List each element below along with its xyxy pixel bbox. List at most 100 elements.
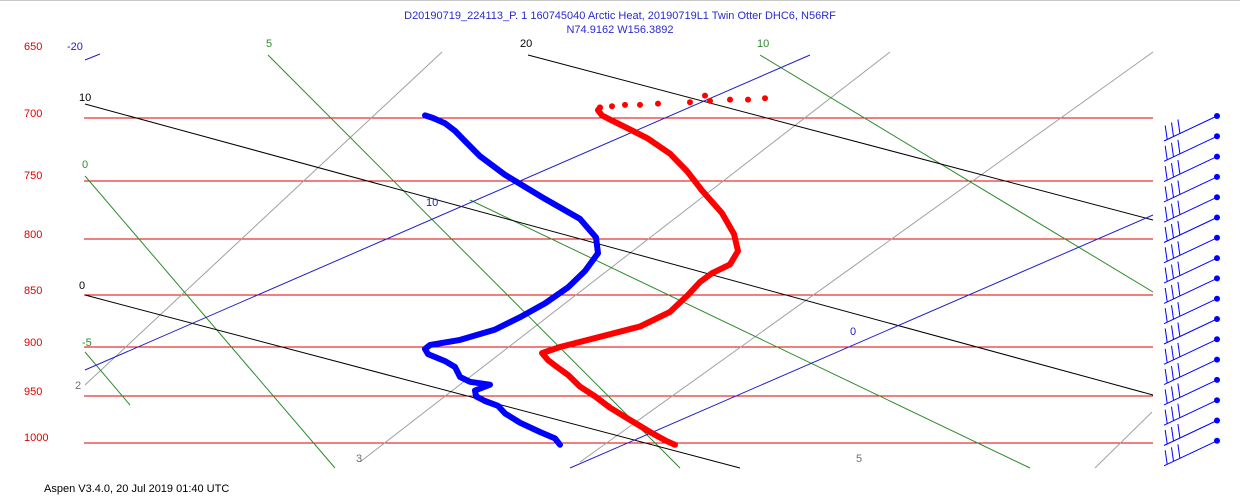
moist-adiabat-label-2: 5 (266, 38, 272, 50)
wind-barb-station-dot (1214, 316, 1220, 322)
dewpoint-profile-line (422, 112, 601, 448)
wind-barb-feather (1164, 125, 1168, 140)
pressure-label-650: 650 (24, 41, 42, 53)
wind-barb-feather (1177, 241, 1181, 256)
dewpoint-series (422, 112, 601, 448)
mixing-ratio-line-4 (579, 51, 1154, 463)
wind-barb-station-dot (1214, 133, 1220, 140)
wind-barb-feather (1164, 328, 1168, 343)
wind-barb-feather (1164, 348, 1168, 363)
wind-barb-shaft (1163, 318, 1218, 345)
wind-barb-feather (1164, 389, 1168, 404)
dry-adiabat-label-0: 10 (79, 92, 91, 104)
temperature-dot-2 (622, 101, 628, 108)
wind-barb-shaft (1163, 156, 1218, 183)
wind-barb-station-dot (1214, 356, 1220, 363)
wind-barb-feather (1171, 163, 1174, 178)
isotherm-label-2: 0 (850, 326, 856, 338)
wind-barb-shaft (1163, 399, 1218, 426)
temperature-dot-5 (687, 99, 693, 106)
temperature-profile-line (539, 104, 741, 448)
wind-barb-feather (1171, 203, 1174, 218)
wind-barb-station-dot (1214, 437, 1220, 444)
wind-barb-16 (1163, 437, 1220, 467)
wind-barb-feather (1177, 119, 1181, 134)
wind-barb-station-dot (1214, 173, 1220, 180)
moist-adiabat-line-4 (759, 54, 1154, 293)
wind-barb-feather (1171, 325, 1174, 340)
dry-adiabat-line-1 (84, 103, 1154, 396)
temperature-dot-4 (655, 100, 661, 107)
wind-barb-shaft (1163, 257, 1218, 284)
wind-barb-feather (1177, 302, 1181, 317)
wind-barb-station-dot (1214, 113, 1220, 119)
isotherm-line-2 (569, 214, 1154, 469)
wind-barb-feather (1171, 406, 1174, 421)
wind-barb-14 (1163, 397, 1220, 426)
wind-barb-feather (1164, 308, 1168, 323)
wind-barb-station-dot (1214, 153, 1220, 160)
mixing-ratio-line-1 (84, 51, 443, 386)
wind-barb-feather (1171, 284, 1174, 299)
temperature-dot-9 (762, 95, 768, 102)
wind-barb-feather (1177, 180, 1181, 195)
wind-barb-3 (1163, 173, 1220, 203)
wind-barb-2 (1163, 153, 1220, 183)
wind-barb-station-dot (1214, 417, 1220, 424)
wind-barb-feather (1164, 247, 1168, 262)
wind-barb-feather (1177, 220, 1181, 236)
wind-barb-station-dot (1214, 336, 1220, 343)
wind-barb-station-dot (1214, 194, 1220, 201)
wind-barb-4 (1163, 194, 1220, 223)
temperature-dot-1 (609, 103, 615, 110)
wind-barb-shaft (1163, 196, 1218, 223)
wind-barb-station-dot (1214, 214, 1220, 221)
wind-barb-5 (1163, 214, 1220, 243)
moist-adiabat-line-1 (267, 54, 681, 469)
wind-barb-8 (1163, 275, 1220, 304)
wind-barb-shaft (1163, 420, 1218, 446)
wind-barb-7 (1163, 255, 1220, 284)
wind-barb-13 (1163, 376, 1220, 406)
wind-barb-feather (1171, 223, 1174, 239)
wind-barb-feather (1171, 426, 1174, 442)
isotherm-label-0: -20 (67, 41, 83, 53)
wind-barb-feather (1177, 261, 1181, 276)
wind-barb-shaft (1163, 338, 1218, 365)
wind-barb-feather (1171, 447, 1174, 462)
wind-barb-feather (1164, 145, 1168, 160)
wind-barb-feather (1164, 206, 1168, 221)
wind-barb-feather (1164, 429, 1168, 445)
isobar-lines (84, 117, 1153, 444)
chart-title: D20190719_224113_P. 1 160745040 Arctic H… (404, 10, 836, 22)
wind-barb-feather (1177, 444, 1181, 459)
mixing-ratio-line-2 (359, 51, 891, 463)
dry-adiabat-line-3 (527, 54, 1154, 221)
isotherm-label-1: 10 (426, 197, 438, 209)
wind-barb-shaft (1163, 440, 1218, 467)
wind-barb-feather (1171, 244, 1174, 259)
wind-barb-station-dot (1214, 234, 1220, 241)
wind-barb-station-dot (1214, 295, 1220, 302)
mixing-ratio-label-2: 5 (856, 453, 862, 465)
temperature-dot-8 (745, 96, 751, 103)
wind-barb-10 (1163, 316, 1220, 345)
temperature-dot-6 (707, 97, 713, 104)
wind-barb-shaft (1163, 379, 1218, 406)
wind-barb-feather (1171, 122, 1174, 137)
mixing-ratio-lines (84, 51, 1154, 469)
software-footer: Aspen V3.4.0, 20 Jul 2019 01:40 UTC (44, 483, 230, 495)
dry-adiabat-line-2 (84, 294, 741, 469)
wind-barb-feather (1177, 342, 1181, 357)
wind-barb-feather (1177, 200, 1181, 215)
pressure-label-1000: 1000 (24, 432, 48, 444)
pressure-label-950: 950 (24, 386, 42, 398)
wind-barb-9 (1163, 295, 1220, 325)
wind-barb-shaft (1163, 115, 1218, 142)
wind-barb-shaft (1163, 135, 1218, 162)
wind-barb-feather (1171, 142, 1174, 157)
isotherm-line-1 (84, 54, 811, 371)
wind-barb-feather (1164, 409, 1168, 424)
mixing-ratio-line-3 (1094, 411, 1153, 469)
wind-barb-feather (1177, 281, 1181, 296)
